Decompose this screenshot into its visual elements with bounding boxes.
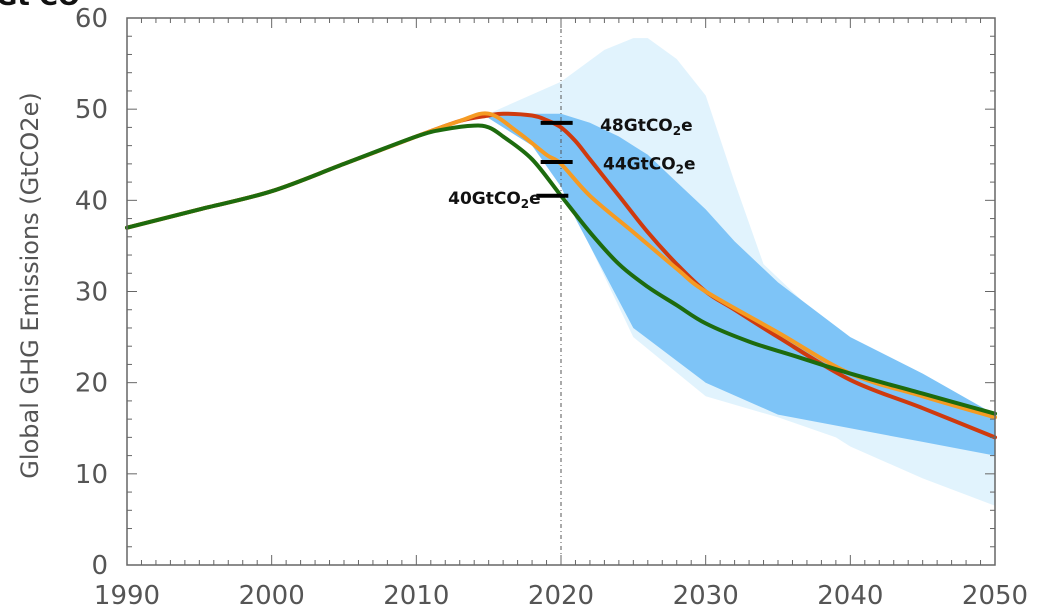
x-axis-tick-labels: 1990 2000 2010 2020 2030 2040 2050	[94, 581, 1028, 610]
y-axis-label: Global GHG Emissions (GtCO2e)	[16, 92, 44, 478]
target-annotations: 48GtCO2e 44GtCO2e 40GtCO2e	[448, 116, 695, 211]
x-tick-label: 2030	[673, 581, 739, 610]
clipped-top-text: Gt CO	[0, 0, 80, 12]
axis-ticks	[126, 17, 996, 566]
annotation-2: 44GtCO2e	[603, 154, 696, 176]
target-markers	[536, 120, 573, 198]
annotation-3: 40GtCO2e	[448, 189, 541, 211]
y-tick-label: 0	[91, 551, 108, 581]
x-tick-label: 2010	[383, 581, 449, 610]
y-tick-label: 30	[75, 278, 108, 308]
band-inner	[488, 113, 995, 456]
x-tick-label: 1990	[94, 581, 160, 610]
x-tick-label: 2000	[239, 581, 305, 610]
uncertainty-bands	[488, 38, 995, 506]
x-tick-label: 2040	[817, 581, 883, 610]
y-tick-label: 60	[75, 4, 108, 34]
y-tick-label: 20	[75, 369, 108, 399]
y-tick-label: 40	[75, 186, 108, 216]
y-tick-label: 10	[75, 460, 108, 490]
annotation-1: 48GtCO2e	[600, 116, 693, 138]
x-tick-label: 2020	[528, 581, 594, 610]
x-tick-label: 2050	[962, 581, 1028, 610]
y-axis-tick-labels: 0 10 20 30 40 50 60	[75, 4, 108, 581]
y-tick-label: 50	[75, 95, 108, 125]
